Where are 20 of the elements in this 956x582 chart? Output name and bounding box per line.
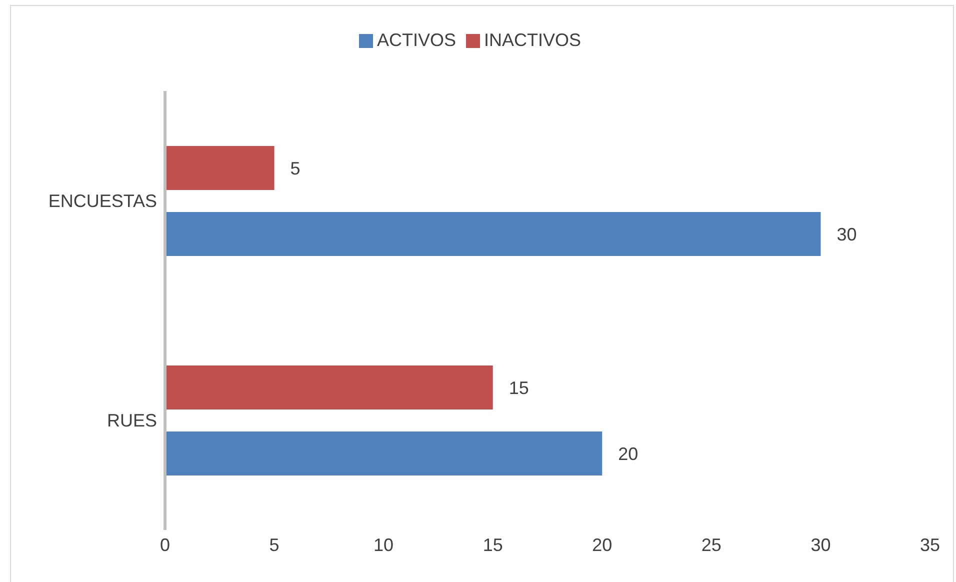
bar: [165, 146, 274, 190]
y-tick-label: RUES: [106, 410, 157, 431]
x-tick-label: 20: [592, 534, 612, 555]
x-tick-label: 5: [269, 534, 280, 555]
legend-label: ACTIVOS: [376, 30, 456, 50]
data-label: 5: [290, 158, 300, 178]
bar: [165, 366, 493, 410]
x-tick-label: 30: [810, 534, 831, 555]
y-tick-label: ENCUESTAS: [48, 191, 157, 212]
x-tick-label: 10: [374, 534, 394, 555]
data-label: 20: [618, 444, 638, 464]
legend-label: INACTIVOS: [484, 30, 582, 50]
bar: [165, 212, 821, 256]
bar: [165, 432, 602, 476]
x-tick-label: 25: [701, 534, 722, 555]
x-tick-label: 15: [482, 534, 503, 555]
data-label: 15: [508, 378, 529, 398]
x-tick-label: 35: [920, 534, 940, 555]
x-tick-label: 0: [160, 534, 170, 555]
data-label: 30: [836, 224, 857, 244]
